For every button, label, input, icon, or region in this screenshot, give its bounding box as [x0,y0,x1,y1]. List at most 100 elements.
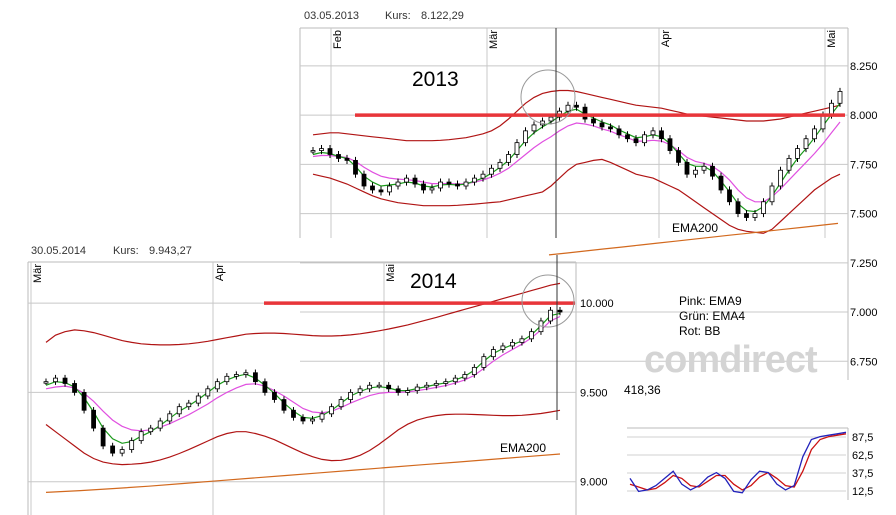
candle-body [608,126,613,130]
candle-body [514,142,520,155]
partial-value: 418,36 [624,383,661,397]
candle-body [81,391,87,411]
candle-body [837,91,843,104]
candle-body [506,154,511,163]
month-label: Mär [488,30,500,49]
candle-body [735,201,741,214]
title-2013: 2013 [412,68,459,91]
candle-body [812,128,817,140]
candle-body [72,383,77,393]
candle-body [353,159,358,175]
header-2013-kurs-value: 8.122,29 [421,10,464,22]
y-tick-label: 9.500 [580,387,608,399]
candle-body [62,377,68,384]
candle-body [129,440,135,450]
candle-body [291,409,296,418]
candle-body [281,399,287,411]
candle-body [471,366,477,375]
y-tick-label: 10.000 [580,298,614,310]
candle-body [616,128,622,136]
candle-body [786,158,792,171]
candle-body [650,130,656,136]
stoch-k-line [629,431,847,494]
y-tick-label: 6.750 [850,356,878,368]
legend-line-bb: Rot: BB [679,324,720,338]
candle-body [424,384,430,388]
y-tick-label: 9.000 [580,477,608,489]
candle-body [599,122,605,128]
highlight-circle [521,274,575,328]
candle-body [167,413,173,422]
candle-body [744,213,749,218]
candle-body [387,185,392,193]
candle-body [591,118,596,124]
candle-body [205,388,211,397]
candle-body [438,181,443,189]
candle-body [642,134,647,144]
ema200-label-2013: EMA200 [672,221,718,235]
candle-body [565,104,571,112]
stochastic-chart: 87,5 62,5 37,5 12,5 [627,431,873,498]
candle-body [53,377,58,383]
candle-body [110,445,116,454]
header-2013-kurs-label: Kurs: [385,10,411,22]
candle-body [676,150,681,163]
candle-body [310,418,315,422]
candle-body [405,390,411,393]
header-2014-kurs-label: Kurs: [113,245,139,257]
candle-body [319,148,324,151]
comdirect-watermark: comdirect [644,339,818,381]
month-label: Mai [826,30,838,48]
ema200-line [548,222,839,256]
candle-body [462,374,468,379]
stoch-tick-label: 12,5 [852,486,873,498]
candle-body [497,161,503,169]
y-tick-label: 7.250 [850,258,878,270]
candle-body [625,134,630,140]
candle-body [378,189,384,193]
candle-body [455,183,460,187]
candle-body [348,391,353,400]
candle-body [769,185,775,203]
ema200-line [45,453,561,493]
ema4-line [312,102,841,213]
candle-body [574,104,579,108]
candle-body [433,383,439,386]
candle-body [752,213,758,218]
header-2013-date: 03.05.2013 [304,10,359,22]
candle-body [414,386,420,392]
ema9-line [312,121,841,203]
candle-body [557,309,563,313]
candle-body [582,106,588,120]
header-2014-date: 30.05.2014 [31,245,86,257]
chart-2014: 10.000 9.500 9.000 Mär Apr Mai [28,255,614,515]
candle-body [548,309,553,322]
candle-body [519,338,525,343]
stoch-tick-label: 37,5 [852,468,873,480]
candle-body [395,388,401,393]
title-2014: 2014 [410,270,457,293]
month-label: Apr [660,30,672,47]
candle-body [272,391,277,400]
candle-body [370,185,375,191]
candle-body [718,175,724,191]
month-label: Feb [332,30,344,49]
y-tick-label: 7.750 [850,159,878,171]
legend-line-ema9: Pink: EMA9 [679,294,742,308]
candle-body [224,375,230,383]
stoch-d-line [629,433,847,491]
candle-body [523,130,528,144]
ema200-label-2014: EMA200 [500,441,546,455]
candle-body [510,341,515,347]
frames [27,27,849,515]
candle-body [329,406,334,415]
candle-body [243,372,249,375]
candle-body [820,114,826,130]
candle-body [186,402,192,408]
candle-body [684,161,690,175]
candle-body [761,201,766,214]
candle-body [529,331,534,340]
candle-body [176,406,182,415]
bb-lower-line [45,409,561,466]
